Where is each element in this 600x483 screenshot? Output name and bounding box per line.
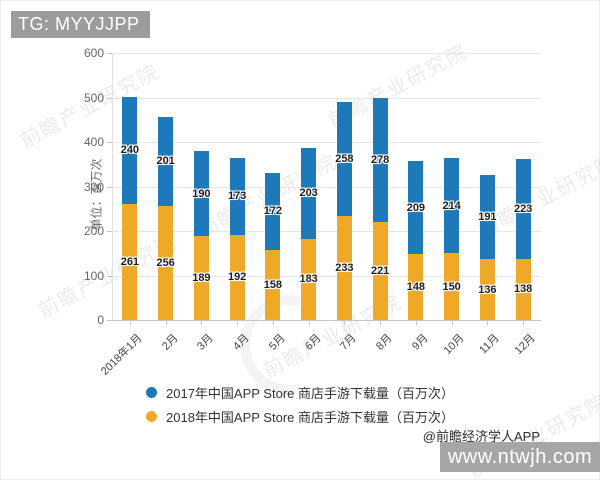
- bar-segment: 278: [370, 97, 390, 222]
- bar-segment: 214: [442, 158, 461, 254]
- y-tick-mark: [107, 53, 112, 54]
- bar-segment: 240: [120, 97, 140, 204]
- y-tick-mark: [107, 320, 112, 321]
- bar-value-label: 256: [156, 257, 175, 270]
- y-tick-mark: [107, 231, 112, 232]
- bar-segment: 138: [513, 258, 533, 320]
- plot-area: 0 100 200 300 400 500 600 261 240 2018年1月 256 201 2月…: [84, 46, 541, 378]
- bar-value-label: 221: [370, 264, 390, 277]
- y-tick-label: 600: [83, 46, 104, 60]
- bar-segment: 191: [478, 174, 497, 260]
- bar-segment: 173: [227, 157, 247, 235]
- y-tick-label: 400: [83, 135, 104, 149]
- x-tick-mark: [165, 320, 167, 325]
- x-tick-mark: [237, 320, 239, 325]
- legend-swatch: [146, 411, 157, 422]
- y-tick-mark: [107, 97, 112, 99]
- bar-value-label: 258: [335, 152, 354, 165]
- bar-value-label: 183: [299, 273, 318, 286]
- x-tick-mark: [451, 320, 453, 325]
- credit-text: @前瞻经济学人APP: [422, 429, 540, 444]
- bar-value-label: 172: [263, 205, 283, 218]
- bar-value-label: 158: [263, 278, 283, 291]
- y-tick-label: 300: [83, 179, 104, 194]
- x-tick-mark: [308, 320, 310, 325]
- bar-value-label: 191: [478, 210, 497, 223]
- legend-label: 2017年中国APP Store 商店手游下载量（百万次）: [166, 386, 454, 401]
- legend-label: 2018年中国APP Store 商店手游下载量（百万次）: [166, 410, 454, 425]
- y-tick-mark: [107, 186, 112, 188]
- bar-segment: 150: [442, 253, 461, 320]
- bar-segment: 183: [299, 238, 318, 320]
- legend-item: 2017年中国APP Store 商店手游下载量（百万次）: [146, 383, 454, 402]
- x-tick-mark: [380, 320, 382, 325]
- bar-segment: 158: [263, 249, 283, 320]
- bar-value-label: 233: [335, 262, 354, 275]
- bar-segment: 201: [156, 116, 175, 207]
- y-tick-label: 0: [97, 313, 104, 327]
- bar-value-label: 201: [156, 155, 175, 168]
- bar-segment: 209: [406, 161, 426, 255]
- bar-value-label: 214: [442, 199, 461, 212]
- bar-segment: 233: [335, 216, 354, 320]
- bar-value-label: 190: [192, 187, 211, 200]
- y-tick-label: 200: [83, 224, 104, 238]
- bar-segment: 258: [335, 101, 354, 217]
- bar-value-label: 148: [406, 281, 426, 294]
- y-tick-label: 500: [83, 90, 104, 105]
- bar-segment: 256: [156, 206, 175, 320]
- bar-value-label: 223: [513, 202, 533, 215]
- bar-value-label: 189: [192, 271, 211, 284]
- bar-segment: 192: [227, 234, 247, 320]
- legend: 2017年中国APP Store 商店手游下载量（百万次） 2018年中国APP …: [0, 383, 600, 426]
- gridline: [112, 275, 541, 277]
- gridline: [112, 142, 541, 143]
- gridline: [112, 231, 541, 232]
- bar-value-label: 209: [406, 201, 426, 214]
- bar-value-label: 192: [227, 271, 247, 284]
- y-tick-label: 100: [83, 268, 104, 283]
- bar-segment: 223: [513, 159, 533, 259]
- x-tick-mark: [523, 320, 525, 325]
- bar-segment: 189: [192, 235, 211, 320]
- gridline: [112, 53, 541, 54]
- bar-value-label: 240: [120, 144, 140, 157]
- y-axis-title: 单位：百万次: [89, 158, 104, 231]
- x-tick-mark: [272, 320, 274, 325]
- x-tick-mark: [487, 320, 489, 325]
- bar-value-label: 278: [370, 153, 390, 166]
- bar-segment: 172: [263, 173, 283, 250]
- bar-segment: 221: [370, 221, 390, 320]
- site-banner: www.ntwjh.com: [440, 442, 600, 472]
- gridline: [112, 97, 541, 99]
- bar-value-label: 150: [442, 280, 461, 293]
- x-tick-mark: [344, 320, 346, 325]
- x-axis-line: [112, 320, 541, 321]
- bar-value-label: 136: [478, 283, 497, 296]
- y-tick-mark: [107, 142, 112, 143]
- bar-segment: 190: [192, 151, 211, 236]
- x-tick-mark: [201, 320, 203, 325]
- bar-segment: 148: [406, 254, 426, 320]
- y-tick-mark: [107, 275, 112, 277]
- x-tick-mark: [415, 320, 417, 325]
- gridline: [112, 186, 541, 188]
- bar-value-label: 173: [227, 190, 247, 203]
- bar-value-label: 138: [513, 283, 533, 296]
- bar-value-label: 261: [120, 255, 140, 268]
- legend-swatch: [146, 387, 157, 398]
- bar-segment: 261: [120, 203, 140, 320]
- legend-item: 2018年中国APP Store 商店手游下载量（百万次）: [146, 407, 454, 426]
- bar-value-label: 203: [299, 187, 318, 200]
- bar-segment: 203: [299, 148, 318, 239]
- bar-segment: 136: [478, 259, 497, 320]
- x-tick-mark: [129, 320, 131, 325]
- promo-tag: TG: MYYJJPP: [11, 11, 150, 38]
